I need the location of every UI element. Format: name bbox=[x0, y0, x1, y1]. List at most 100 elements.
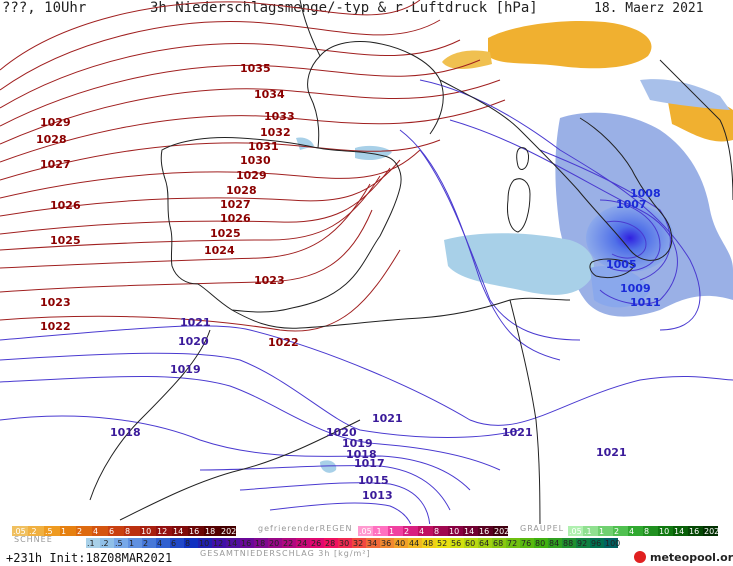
isobar-label: 1034 bbox=[254, 88, 285, 101]
isobar-1024 bbox=[0, 183, 371, 269]
legend-freezing: .05.1 1 2 4 8 10 14 16 2025+ bbox=[358, 526, 521, 536]
legend-freezing-swatch bbox=[358, 526, 373, 536]
legend-snow-top: .05.2.5 1 2 4 6 8 10 12 14 16 18 2025+ bbox=[12, 526, 248, 536]
isobar-label: 1025 bbox=[50, 234, 81, 247]
legend-graupel-tick-label: 8 bbox=[644, 527, 649, 536]
legend-graupel-swatch bbox=[598, 526, 613, 536]
legend-total-tick-label: 52 bbox=[437, 539, 447, 548]
isobar-label: 1027 bbox=[220, 198, 251, 211]
legend-freezing-swatch bbox=[388, 526, 403, 536]
legend-snow-top-swatch bbox=[12, 526, 28, 536]
legend-freezing-swatch bbox=[448, 526, 463, 536]
legend-snow-top-tick-label: 16 bbox=[189, 527, 199, 536]
map-run-label: ???, 10Uhr bbox=[2, 0, 86, 16]
legend-total-swatch bbox=[128, 538, 142, 548]
legend-total-swatch bbox=[212, 538, 226, 548]
legend-snow-label: SCHNEE bbox=[14, 535, 53, 544]
legend-total-swatch bbox=[198, 538, 212, 548]
legend-total-swatch bbox=[576, 538, 590, 548]
map-header: ???, 10Uhr 3h Niederschlagsmenge/-typ & … bbox=[2, 0, 704, 16]
legend-graupel-tick-label: 2 bbox=[614, 527, 619, 536]
legend-snow-top-swatch bbox=[124, 526, 140, 536]
isobar-label: 1028 bbox=[226, 184, 257, 197]
legend-total-tick-label: 30 bbox=[339, 539, 349, 548]
isobar-label: 1011 bbox=[630, 296, 661, 309]
isobar-1021 bbox=[0, 325, 733, 426]
isobar-label: 1028 bbox=[36, 133, 67, 146]
legend-graupel-swatch bbox=[673, 526, 688, 536]
coast-sardinia bbox=[507, 178, 531, 233]
isobar-1029 bbox=[0, 139, 441, 181]
legend-total-tick-label: 100 bbox=[605, 539, 620, 548]
isobar-1026 bbox=[0, 167, 391, 235]
snow-area-alps bbox=[488, 20, 652, 69]
legend-freezing-tick-label: .1 bbox=[374, 527, 382, 536]
isobars-low bbox=[0, 79, 733, 541]
legend-total-swatch bbox=[604, 538, 618, 548]
isobar-1033 bbox=[0, 39, 461, 109]
footer: +231h Init:18Z08MAR2021 meteopool.org bbox=[6, 551, 733, 565]
legend-snow-top-tick-label: 8 bbox=[125, 527, 130, 536]
legend-total: .1.2.5 1 2 4 6 8 10 12 14 16 18 20 22 24 26 28 30 32 34 36 4… bbox=[86, 538, 620, 548]
legend-total-swatch bbox=[422, 538, 436, 548]
legend-total-swatch bbox=[310, 538, 324, 548]
isobar-label: 1019 bbox=[342, 437, 373, 450]
isobar-label: 1023 bbox=[254, 274, 285, 287]
isobar-1009 bbox=[449, 119, 678, 305]
isobar-label: 1024 bbox=[204, 244, 235, 257]
legend-total-swatch bbox=[394, 538, 408, 548]
isobars-high bbox=[0, 0, 506, 332]
legend-graupel-tick-label: 2025+ bbox=[704, 527, 731, 536]
legend-total-tick-label: 22 bbox=[283, 539, 293, 548]
legend-total-tick-label: 36 bbox=[381, 539, 391, 548]
legend-total-tick-label: 14 bbox=[227, 539, 237, 548]
coast-sicily bbox=[589, 258, 635, 279]
isobar-1020 bbox=[0, 352, 521, 438]
isobar-1031 bbox=[0, 79, 501, 145]
snow-area-alps-west bbox=[442, 50, 492, 69]
legend-total-tick-label: 2 bbox=[143, 539, 148, 548]
isobar-label: 1019 bbox=[170, 363, 201, 376]
legend-total-caption: GESAMTNIEDERSCHLAG 3h [kg/m²] bbox=[200, 549, 371, 558]
legend-total-tick-label: .1 bbox=[87, 539, 95, 548]
isobar-labels: 1035 1034 1033 1032 1031 1030 1029 1028 … bbox=[36, 62, 661, 502]
legend-total-swatch bbox=[408, 538, 422, 548]
legend-freezing-tick-label: 2 bbox=[404, 527, 409, 536]
isobar-label: 1026 bbox=[220, 212, 251, 225]
border-algeria-libya bbox=[509, 299, 541, 541]
legend-graupel-label: GRAUPEL bbox=[520, 524, 564, 533]
isobar-label: 1025 bbox=[210, 227, 241, 240]
isobar-label: 1013 bbox=[362, 489, 393, 502]
legend-snow-top-tick-label: .05 bbox=[13, 527, 26, 536]
legend-total-tick-label: 6 bbox=[171, 539, 176, 548]
isobar-label: 1029 bbox=[236, 169, 267, 182]
rain-area-biscay bbox=[296, 137, 314, 150]
precipitation-areas bbox=[296, 20, 733, 473]
legend-total-swatch bbox=[366, 538, 380, 548]
legend: .05.2.5 1 2 4 6 8 10 12 14 16 18 2025+ gefrierender… bbox=[0, 524, 733, 566]
legend-total-tick-label: 76 bbox=[521, 539, 531, 548]
brand-logo-icon bbox=[634, 551, 646, 563]
isobar-label: 1021 bbox=[596, 446, 627, 459]
legend-total-tick-label: 40 bbox=[395, 539, 405, 548]
isobar-label: 1022 bbox=[268, 336, 299, 349]
legend-snow-top-swatch bbox=[204, 526, 220, 536]
legend-graupel-tick-label: .05 bbox=[569, 527, 582, 536]
legend-total-swatch bbox=[380, 538, 394, 548]
isobar-label: 1021 bbox=[180, 316, 211, 329]
legend-total-swatch bbox=[352, 538, 366, 548]
isobar-label: 1027 bbox=[40, 158, 71, 171]
isobar-label: 1020 bbox=[326, 426, 357, 439]
coastlines bbox=[89, 0, 733, 541]
coast-italy bbox=[439, 79, 673, 261]
legend-freezing-swatch bbox=[478, 526, 493, 536]
legend-snow-top-swatch bbox=[188, 526, 204, 536]
legend-total-swatch bbox=[478, 538, 492, 548]
legend-snow-top-tick-label: 1 bbox=[61, 527, 66, 536]
legend-freezing-swatch bbox=[463, 526, 478, 536]
legend-total-tick-label: 68 bbox=[493, 539, 503, 548]
isobar-label: 1033 bbox=[264, 110, 295, 123]
rain-area-tunisia bbox=[444, 233, 594, 295]
isobar-label: 1008 bbox=[630, 187, 661, 200]
legend-snow-top-tick-label: 10 bbox=[141, 527, 151, 536]
